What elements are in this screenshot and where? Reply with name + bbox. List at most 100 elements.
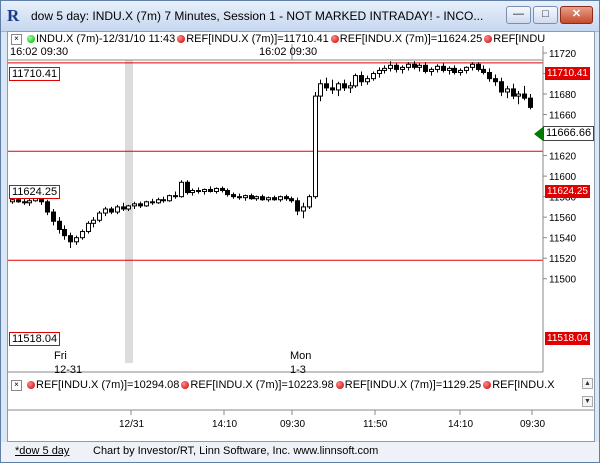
- candle-down: [487, 71, 492, 80]
- candle-down: [45, 201, 50, 213]
- ref-price-tag: 11710.41: [545, 67, 590, 80]
- ref3-legend[interactable]: REF[INDU: [493, 33, 546, 45]
- bottom-legend: × REF[INDU.X (7m)]=10294.08 REF[INDU.X (7m…: [8, 378, 580, 392]
- candle-down: [289, 198, 294, 202]
- close-button[interactable]: ✕: [560, 6, 593, 24]
- candle-up: [27, 200, 32, 204]
- app-logo-icon: R: [7, 6, 20, 25]
- candle-down: [161, 199, 166, 202]
- candle-down: [493, 78, 498, 83]
- candle-down: [208, 188, 213, 193]
- symbol-legend[interactable]: INDU.X (7m)-12/31/10 11:43: [36, 33, 176, 45]
- ref-price-tag: 11518.04: [545, 332, 590, 345]
- time-tick-label: 14:10: [212, 419, 237, 430]
- bottom-ref3-legend[interactable]: REF[INDU.X (7m)]=1129.25: [344, 379, 482, 391]
- candle-up: [254, 196, 259, 200]
- candle-down: [51, 211, 56, 222]
- candle-up: [91, 219, 96, 224]
- candle-up: [167, 195, 172, 202]
- title-bar[interactable]: R dow 5 day: INDU.X (7m) 7 Minutes, Sess…: [1, 1, 599, 32]
- candle-up: [458, 69, 463, 73]
- legend-close-icon[interactable]: ×: [11, 379, 22, 391]
- candle-down: [231, 194, 236, 198]
- bottom-ref1-legend[interactable]: REF[INDU.X (7m)]=10294.08: [36, 379, 180, 391]
- price-tick-label: 11620: [549, 152, 577, 163]
- candle-up: [266, 197, 271, 201]
- day-label: Mon: [290, 350, 312, 362]
- candle-down: [109, 208, 114, 213]
- candle-down: [394, 64, 399, 70]
- price-tick-label: 11560: [549, 213, 577, 224]
- candle-up: [371, 73, 376, 80]
- candle-down: [476, 63, 481, 70]
- credit-text: Chart by Investor/RT, Linn Software, Inc…: [93, 445, 379, 457]
- ref-price-tag: 11624.25: [545, 185, 590, 198]
- ref-dot-icon: [335, 381, 344, 390]
- minimize-button[interactable]: —: [506, 6, 531, 24]
- candle-down: [511, 88, 516, 97]
- date-label: 1-3: [290, 364, 306, 376]
- candle-up: [429, 68, 434, 72]
- candle-down: [220, 187, 225, 191]
- day-label: Fri: [54, 350, 67, 362]
- session-time-label-2: 16:02 09:30: [259, 46, 318, 58]
- legend-close-icon[interactable]: ×: [11, 33, 22, 45]
- ref-dot-icon: [181, 381, 190, 390]
- candle-down: [138, 203, 143, 207]
- current-price-arrow-icon: [534, 127, 543, 141]
- candle-up: [400, 66, 405, 70]
- ref2-legend[interactable]: REF[INDU.X (7m)]=11624.25: [339, 33, 483, 45]
- price-tick-label: 11500: [549, 275, 577, 286]
- candle-down: [342, 83, 347, 89]
- bottom-ref4-legend[interactable]: REF[INDU.X: [492, 379, 555, 391]
- date-label: 12-31: [54, 364, 83, 376]
- candle-down: [121, 206, 126, 210]
- chart-tab[interactable]: *dow 5 day: [15, 445, 70, 457]
- candle-down: [452, 67, 457, 73]
- candle-down: [16, 199, 21, 203]
- candle-up: [243, 195, 248, 199]
- candle-down: [295, 200, 300, 212]
- time-tick-label: 09:30: [520, 419, 545, 430]
- candle-up: [435, 65, 440, 70]
- maximize-button[interactable]: □: [533, 6, 558, 24]
- scroll-up-icon[interactable]: ▲: [582, 378, 593, 389]
- time-tick-label: 11:50: [363, 419, 388, 430]
- candle-down: [196, 189, 201, 193]
- ref-line-label-left: 11710.41: [9, 67, 61, 81]
- candle-up: [382, 67, 387, 71]
- candle-down: [499, 81, 504, 93]
- candle-down: [22, 201, 27, 204]
- candle-up: [417, 64, 422, 68]
- ref-line-label-left: 11624.25: [9, 185, 61, 199]
- candle-up: [103, 208, 108, 214]
- candle-up: [97, 212, 102, 221]
- candle-up: [406, 63, 411, 68]
- candle-down: [185, 181, 190, 194]
- price-tick-label: 11720: [549, 49, 577, 60]
- candle-up: [470, 63, 475, 68]
- ref-dot-icon: [483, 381, 492, 390]
- candle-down: [173, 195, 178, 198]
- candle-up: [126, 205, 131, 210]
- candle-up: [190, 189, 195, 194]
- candle-down: [272, 197, 277, 201]
- top-legend: × INDU.X (7m)-12/31/10 11:43 REF[INDU.X (7…: [8, 32, 568, 46]
- ref1-legend[interactable]: REF[INDU.X (7m)]=11710.41: [186, 33, 329, 45]
- ref-dot-icon: [177, 35, 186, 44]
- price-tick-label: 11520: [549, 254, 577, 265]
- candle-down: [260, 196, 265, 201]
- scroll-down-icon[interactable]: ▼: [582, 396, 593, 407]
- candle-down: [330, 87, 335, 91]
- candle-up: [86, 222, 91, 233]
- price-chart[interactable]: 1172011700116801166011640116201160011580…: [8, 32, 594, 441]
- window-title: dow 5 day: INDU.X (7m) 7 Minutes, Sessio…: [31, 9, 484, 23]
- candle-down: [423, 64, 428, 72]
- candle-up: [516, 93, 521, 97]
- bottom-ref2-legend[interactable]: REF[INDU.X (7m)]=10223.98: [190, 379, 334, 391]
- candle-down: [249, 195, 254, 200]
- candle-up: [301, 206, 306, 212]
- candle-down: [481, 68, 486, 73]
- candle-up: [313, 95, 318, 198]
